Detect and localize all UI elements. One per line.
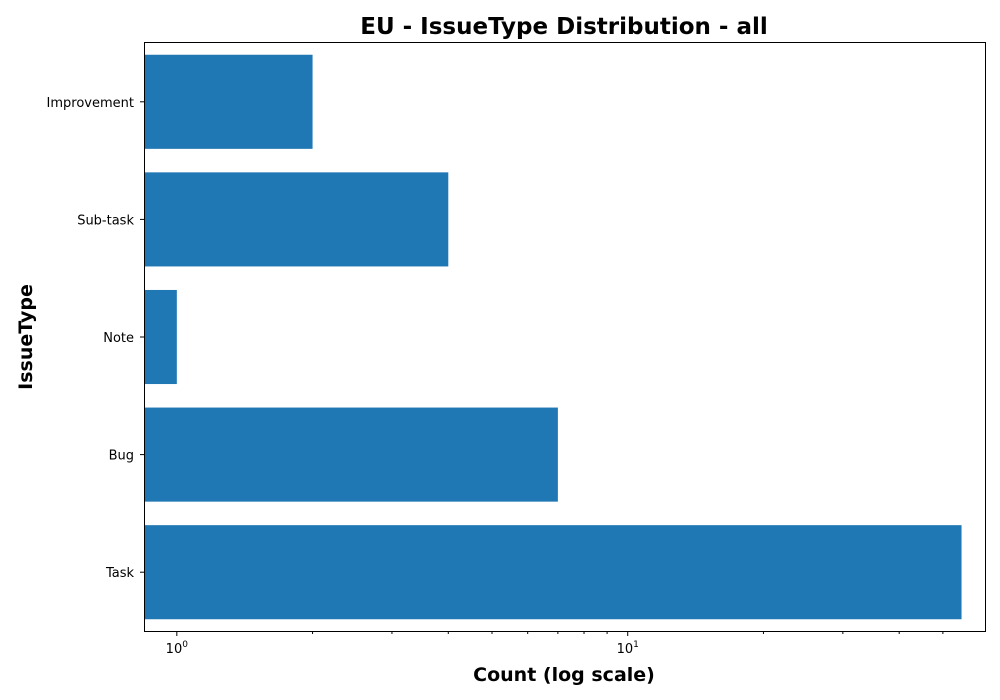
x-tick-label: 101 (617, 640, 639, 657)
bar-task (145, 525, 962, 620)
y-tick-label-note: Note (103, 331, 134, 346)
y-tick-label-improvement: Improvement (47, 96, 134, 111)
x-ticks-group: 100 101 (166, 631, 944, 657)
bar-note (145, 289, 177, 385)
bar-sub-task (145, 172, 449, 267)
y-tick-label-task: Task (105, 566, 135, 581)
bar-bug (145, 407, 558, 502)
y-ticks-group: Task Bug Note Sub-task Improvement (47, 96, 145, 581)
bar-improvement (145, 54, 313, 149)
chart-title: EU - IssueType Distribution - all (360, 14, 768, 40)
y-tick-label-sub-task: Sub-task (77, 213, 134, 228)
y-tick-label-bug: Bug (109, 449, 134, 464)
y-axis-label: IssueType (15, 284, 37, 390)
bars-group (145, 54, 962, 620)
x-tick-label: 100 (166, 640, 189, 657)
x-axis-label: Count (log scale) (473, 664, 655, 686)
